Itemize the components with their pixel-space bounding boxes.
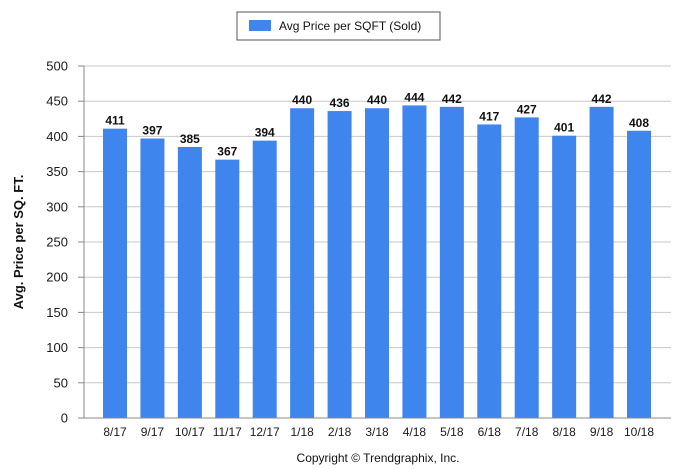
y-tick-label: 500 — [46, 59, 68, 74]
y-tick-label: 400 — [46, 129, 68, 144]
x-tick-label: 7/18 — [515, 425, 539, 439]
bar-7-18 — [514, 117, 539, 418]
y-tick-label: 200 — [46, 270, 68, 285]
data-label: 394 — [255, 126, 275, 140]
y-tick-label: 350 — [46, 164, 68, 179]
bar-11-17 — [215, 159, 240, 418]
bar-8-18 — [552, 135, 577, 419]
y-tick-label: 100 — [46, 340, 68, 355]
y-tick-label: 450 — [46, 94, 68, 109]
legend: Avg Price per SQFT (Sold) — [236, 11, 441, 41]
bar-3-18 — [365, 108, 389, 419]
x-tick-label: 12/17 — [250, 425, 280, 439]
bar-5-18 — [439, 106, 464, 418]
x-tick-label: 6/18 — [478, 425, 502, 439]
x-tick-labels: 8/17 9/17 10/17 11/17 12/17 1/18 2/18 3/18 4/18 5… — [103, 425, 654, 439]
x-tick-label: 4/18 — [403, 425, 427, 439]
bars — [103, 105, 651, 419]
bar-6-18 — [477, 124, 502, 418]
bar-9-18 — [589, 106, 614, 418]
y-tick-label: 250 — [46, 235, 68, 250]
y-axis-title: Avg. Price per SQ. FT. — [11, 175, 26, 310]
bar-9-17 — [140, 138, 165, 418]
legend-swatch — [249, 20, 271, 31]
x-tick-label: 8/17 — [103, 425, 127, 439]
legend-label: Avg Price per SQFT (Sold) — [279, 19, 421, 33]
bar-10-18 — [627, 130, 651, 418]
x-tick-label: 3/18 — [365, 425, 389, 439]
data-label: 397 — [142, 124, 162, 138]
x-tick-label: 10/17 — [175, 425, 205, 439]
data-label: 442 — [592, 92, 612, 106]
y-tick-label: 0 — [61, 411, 68, 426]
y-tick-label: 150 — [46, 305, 68, 320]
x-tick-label: 9/18 — [590, 425, 614, 439]
x-tick-label: 11/17 — [213, 425, 242, 439]
bar-1-18 — [290, 108, 315, 419]
data-label: 408 — [629, 116, 649, 130]
y-tick-label: 300 — [46, 199, 68, 214]
bar-8-17 — [103, 128, 127, 418]
x-tick-label: 1/18 — [290, 425, 314, 439]
data-label: 436 — [330, 96, 350, 110]
data-label: 444 — [404, 90, 424, 104]
data-label: 385 — [180, 132, 200, 146]
x-tick-label: 2/18 — [328, 425, 352, 439]
bar-2-18 — [327, 111, 352, 418]
data-label: 440 — [292, 93, 312, 107]
x-tick-label: 8/18 — [552, 425, 576, 439]
data-label: 401 — [554, 121, 574, 135]
x-tick-label: 5/18 — [440, 425, 464, 439]
bar-10-17 — [177, 146, 202, 418]
x-tick-label: 9/17 — [141, 425, 165, 439]
x-tick-label: 10/18 — [624, 425, 654, 439]
data-label: 367 — [217, 145, 237, 159]
data-label: 440 — [367, 93, 387, 107]
y-tick-labels: 0 50 100 150 200 250 300 350 400 450 500 — [46, 59, 84, 426]
data-label: 427 — [517, 102, 537, 116]
y-tick-label: 50 — [54, 375, 68, 390]
data-label: 442 — [442, 92, 462, 106]
copyright-footer: Copyright © Trendgraphix, Inc. — [297, 451, 460, 465]
data-labels: 411 397 385 367 394 440 436 440 444 442 417 427 401 4… — [105, 90, 649, 158]
data-label: 417 — [479, 109, 499, 123]
bar-12-17 — [252, 140, 277, 418]
bar-4-18 — [402, 105, 427, 418]
data-label: 411 — [105, 114, 125, 128]
